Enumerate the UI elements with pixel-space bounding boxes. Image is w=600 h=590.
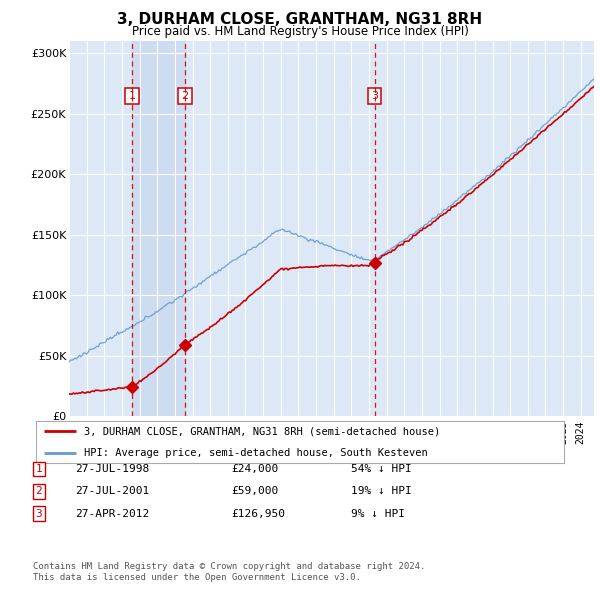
Text: 3: 3 xyxy=(371,91,378,101)
Text: This data is licensed under the Open Government Licence v3.0.: This data is licensed under the Open Gov… xyxy=(33,573,361,582)
Text: Contains HM Land Registry data © Crown copyright and database right 2024.: Contains HM Land Registry data © Crown c… xyxy=(33,562,425,571)
Text: 3, DURHAM CLOSE, GRANTHAM, NG31 8RH (semi-detached house): 3, DURHAM CLOSE, GRANTHAM, NG31 8RH (sem… xyxy=(83,427,440,436)
Text: 3: 3 xyxy=(35,509,43,519)
Text: 27-JUL-1998: 27-JUL-1998 xyxy=(75,464,149,474)
Text: £126,950: £126,950 xyxy=(231,509,285,519)
Bar xyxy=(132,41,185,416)
Text: 9% ↓ HPI: 9% ↓ HPI xyxy=(351,509,405,519)
Text: 54% ↓ HPI: 54% ↓ HPI xyxy=(351,464,412,474)
Text: £24,000: £24,000 xyxy=(231,464,278,474)
Text: 2: 2 xyxy=(181,91,188,101)
Text: 19% ↓ HPI: 19% ↓ HPI xyxy=(351,487,412,496)
Text: 1: 1 xyxy=(128,91,136,101)
Text: 1: 1 xyxy=(35,464,43,474)
Text: 27-JUL-2001: 27-JUL-2001 xyxy=(75,487,149,496)
Text: 27-APR-2012: 27-APR-2012 xyxy=(75,509,149,519)
Text: Price paid vs. HM Land Registry's House Price Index (HPI): Price paid vs. HM Land Registry's House … xyxy=(131,25,469,38)
Text: £59,000: £59,000 xyxy=(231,487,278,496)
Text: 2: 2 xyxy=(35,487,43,496)
Text: HPI: Average price, semi-detached house, South Kesteven: HPI: Average price, semi-detached house,… xyxy=(83,448,427,457)
Text: 3, DURHAM CLOSE, GRANTHAM, NG31 8RH: 3, DURHAM CLOSE, GRANTHAM, NG31 8RH xyxy=(118,12,482,27)
